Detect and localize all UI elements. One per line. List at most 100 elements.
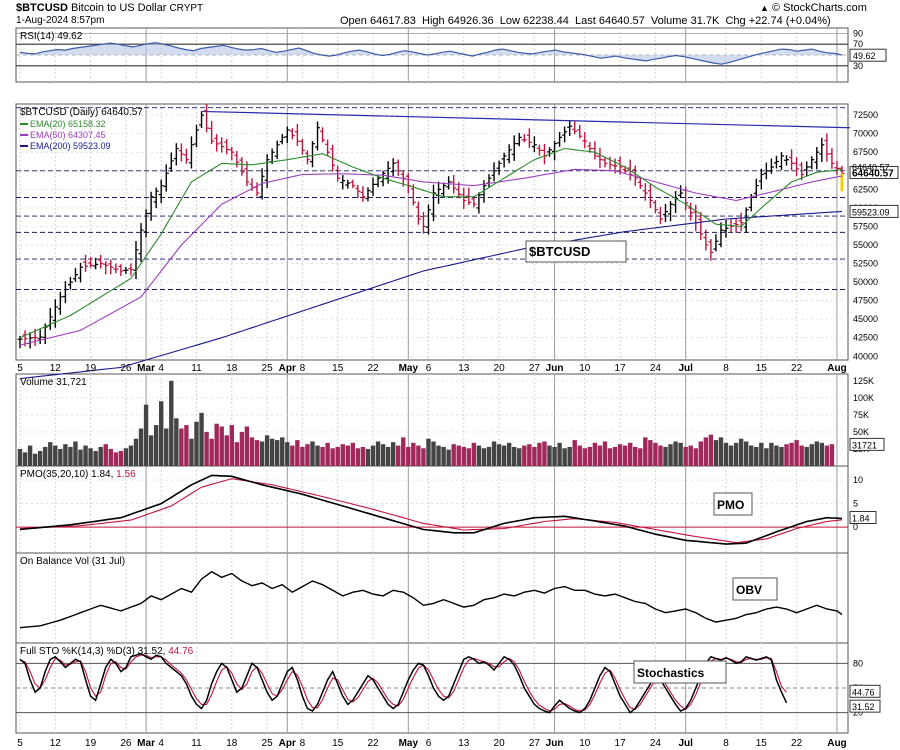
price-bar [350,179,356,189]
volume-bar [733,442,739,466]
volume-bar [537,442,542,466]
volume-bar [88,448,93,466]
volume-bar [481,448,487,466]
volume-bar [27,445,33,466]
price-bar [153,187,159,209]
price-bar [194,124,200,148]
pmo-signal-legend: 1.56 [113,469,136,480]
price-bar [461,187,467,209]
volume-bar [224,435,229,466]
price-bar [395,159,401,176]
ema50-legend: EMA(50) 64307.45 [30,130,106,140]
volume-bar [22,452,28,466]
x-axis-label-top: Jul [678,363,693,374]
price-tick-label: 62500 [853,184,878,194]
price-bar [536,144,542,156]
volume-bar [249,437,255,466]
volume-bar [723,442,729,466]
price-bar [148,191,154,221]
ema20-legend: EMA(20) 65158.32 [30,119,106,129]
x-axis-label-top: 10 [579,363,591,374]
volume-bar [789,442,794,466]
volume-bar [466,448,472,466]
price-tick-label: 70000 [853,129,878,139]
volume-bar [113,452,119,466]
volume-value-label: 31721 [852,440,877,450]
volume-bar [269,438,275,466]
chg-value: +22.74 (+0.04%) [748,15,831,27]
volume-bar [774,445,779,466]
price-bar [274,140,280,160]
volume-bar [703,437,709,466]
volume-bar [335,446,340,466]
sto-annotation-box [633,660,727,684]
sto-k-value-label: 31.52 [852,702,875,712]
volume-bar [698,441,703,466]
price-bar [501,152,507,168]
volume-bar [189,438,194,466]
volume-bar [617,444,623,466]
volume-bar [512,446,517,466]
volume-bar [693,448,698,466]
volume-bar [290,445,295,466]
volume-bar [446,449,451,466]
price-bar [829,147,835,169]
high-value: 64926.36 [447,15,494,27]
volume-bar [385,446,391,466]
price-bar [713,234,719,252]
x-axis-label-bottom: 27 [529,738,541,749]
rsi-tick-label: 30 [853,61,863,71]
volume-bar [824,445,830,466]
low-label: Low [499,15,520,27]
volume-bar [58,448,63,466]
obv-annotation-box [732,577,778,601]
price-bar [602,157,608,168]
volume-bar [501,445,507,466]
volume-bar [411,442,416,466]
price-bar [824,133,830,162]
volume-bar [83,445,88,466]
volume-bar [350,442,356,466]
price-bar [703,229,709,251]
x-axis-label-top: 17 [615,363,627,374]
price-bar [415,201,421,225]
x-axis-label-bottom: 25 [262,738,274,749]
volume-value-box [849,437,885,451]
volume-bar [32,453,38,466]
brand[interactable]: ▲ © StockCharts.com [760,2,867,14]
x-axis-label-bottom: Jul [678,738,693,749]
volume-bar [108,448,113,466]
price-bar [93,257,99,270]
price-bar [360,186,366,202]
price-bar [224,138,230,155]
open-value: 64617.83 [369,15,416,27]
volume-bar [668,444,673,466]
volume-bar [174,418,179,466]
price-bar [642,183,648,201]
volume-bar [194,421,199,466]
x-axis-label-top: 22 [367,363,379,374]
x-axis-label-bottom: 8 [723,738,729,749]
x-axis-label-top: 5 [17,363,23,374]
volume-bar [219,426,224,466]
volume-bar [234,442,240,466]
price-bar [309,140,315,168]
volume-bar [592,442,598,466]
volume-bar [355,448,361,466]
price-bar [123,266,129,274]
volume-bar [728,445,734,466]
price-bar [688,202,694,221]
price-bar [582,131,588,149]
price-bar [340,175,346,190]
price-bar [390,158,396,177]
sto-k-value-box [849,699,881,713]
volume-bar [779,446,784,466]
volume-bar [128,445,134,466]
price-bar [128,263,134,276]
price-bar [67,276,73,290]
volume-bar [153,425,159,466]
price-tick-label: 42500 [853,333,878,343]
price-bar [410,184,416,206]
pmo-annotation-box [713,492,753,516]
